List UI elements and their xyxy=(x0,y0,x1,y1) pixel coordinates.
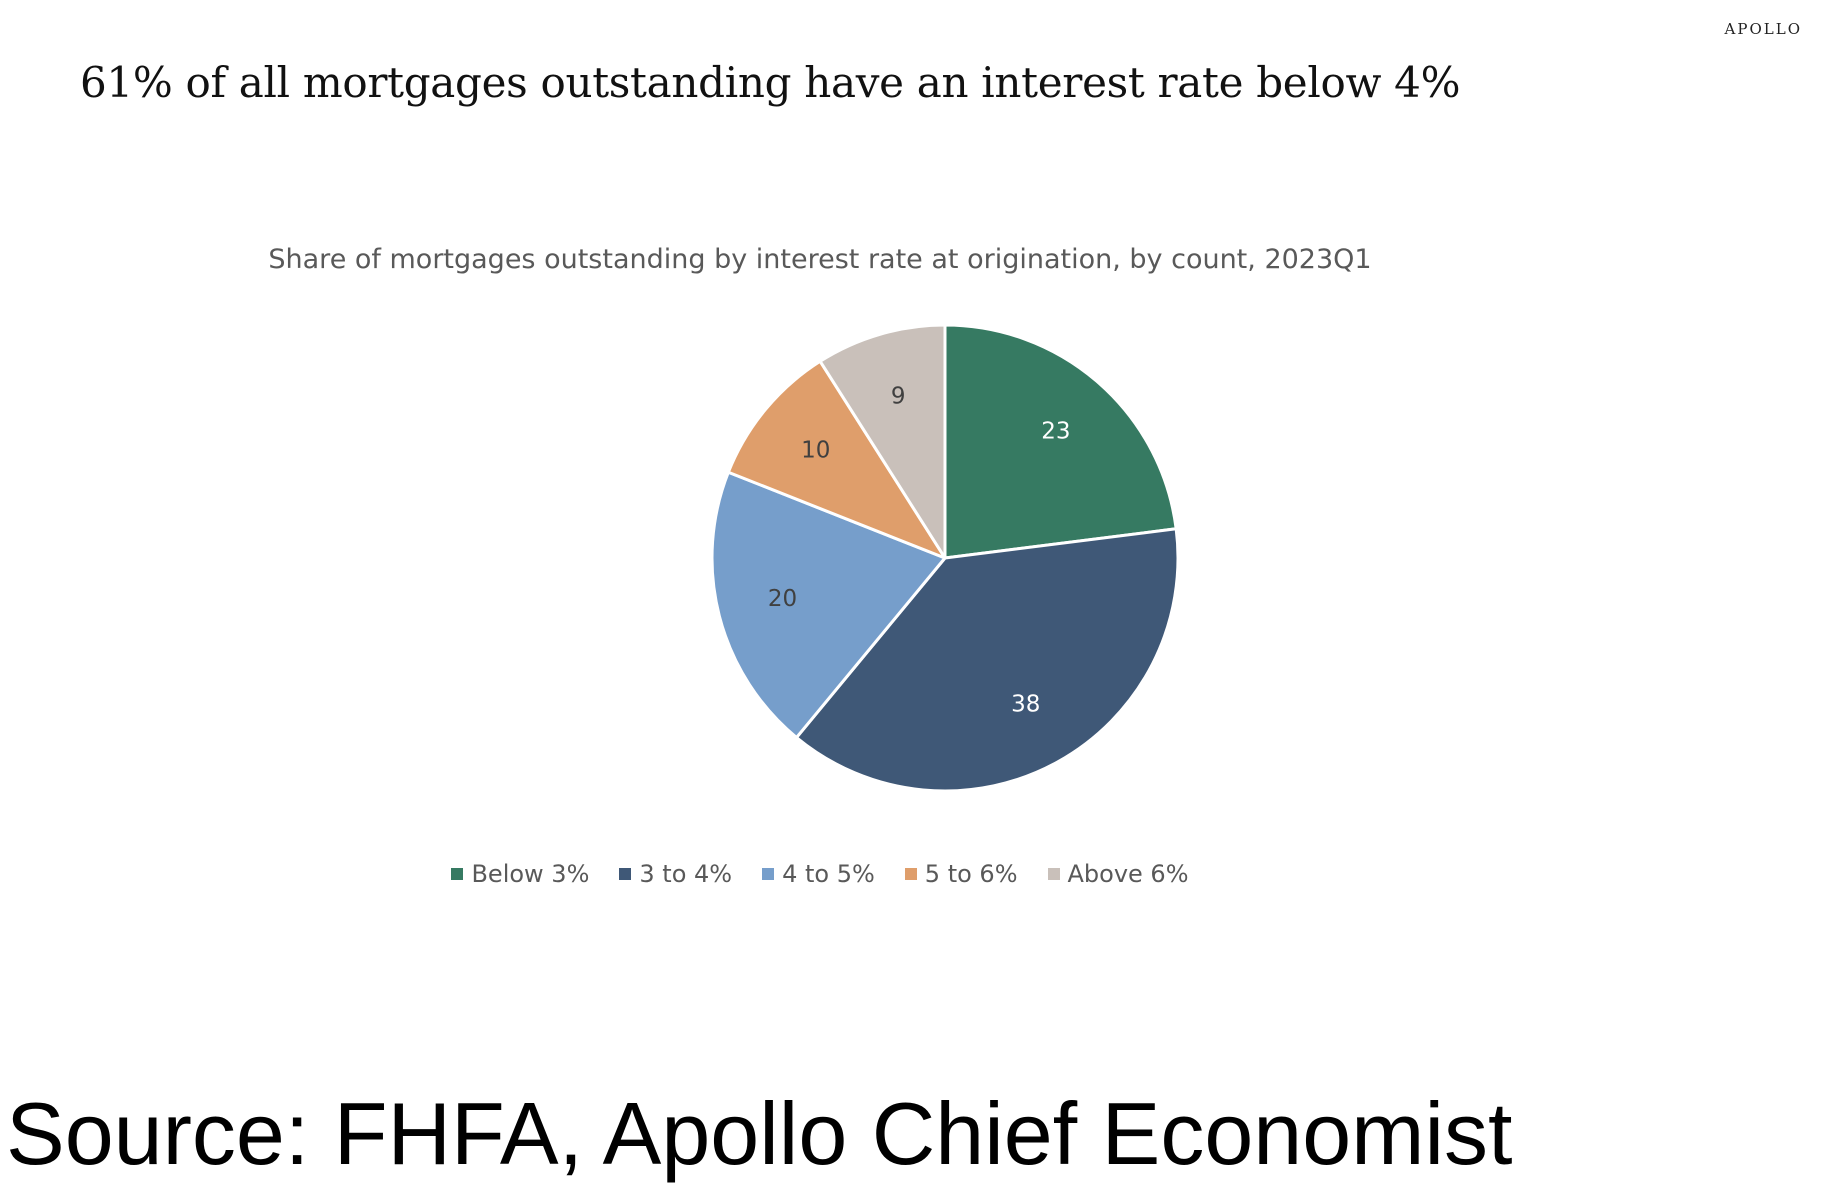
chart-title: Share of mortgages outstanding by intere… xyxy=(268,244,1372,275)
legend-item-5-to-6: 5 to 6% xyxy=(904,860,1018,888)
pie-slice-below-3 xyxy=(943,323,1178,560)
legend-label: Below 3% xyxy=(471,860,590,888)
legend-swatch xyxy=(1047,868,1060,880)
legend-label: 3 to 4% xyxy=(639,860,733,888)
legend-label: 4 to 5% xyxy=(782,860,875,888)
legend-swatch xyxy=(619,868,632,880)
data-label-above-6: 9 xyxy=(891,383,906,409)
legend-item-below-3: Below 3% xyxy=(451,860,589,888)
brand-logo-text: APOLLO xyxy=(1724,20,1802,38)
legend-item-4-to-5: 4 to 5% xyxy=(762,860,875,888)
source-note: Source: FHFA, Apollo Chief Economist xyxy=(6,1084,1513,1183)
legend-item-above-6: Above 6% xyxy=(1047,860,1189,888)
legend-swatch xyxy=(904,868,917,880)
pie-slice-3-to-4 xyxy=(794,527,1180,793)
pie-slice-4-to-5 xyxy=(710,470,947,740)
chart-legend: Below 3% 3 to 4% 4 to 5% 5 to 6% Above 6… xyxy=(0,860,1640,888)
legend-swatch xyxy=(762,868,775,880)
legend-swatch xyxy=(451,868,464,880)
pie-slice-5-to-6 xyxy=(726,359,947,560)
pie-slice-above-6 xyxy=(818,323,947,560)
page-headline: 61% of all mortgages outstanding have an… xyxy=(80,58,1461,107)
data-label-3-to-4: 38 xyxy=(1011,692,1040,718)
legend-label: Above 6% xyxy=(1067,860,1189,888)
legend-item-3-to-4: 3 to 4% xyxy=(619,860,732,888)
legend-label: 5 to 6% xyxy=(924,860,1018,888)
data-label-4-to-5: 20 xyxy=(768,586,797,612)
data-label-below-3: 23 xyxy=(1041,419,1070,445)
data-label-5-to-6: 10 xyxy=(801,438,830,464)
